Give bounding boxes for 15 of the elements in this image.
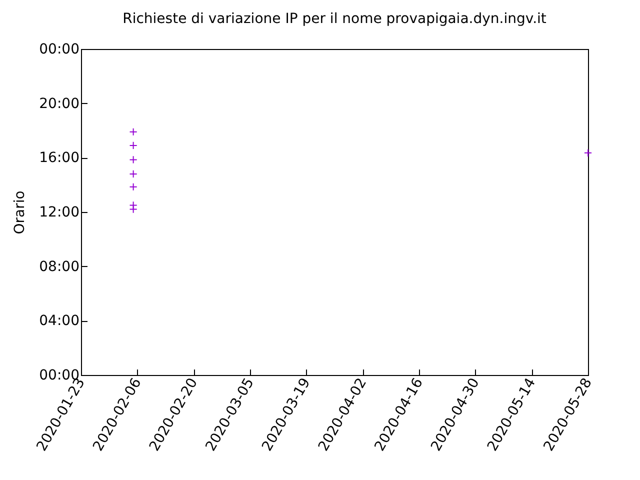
- y-axis-title: Orario: [12, 190, 28, 234]
- point: [129, 205, 138, 214]
- point: [129, 128, 138, 136]
- y-tick-label: 08:00: [39, 258, 80, 275]
- y-tick-label: 04:00: [39, 313, 80, 330]
- y-tick-label: 12:00: [39, 204, 80, 220]
- point: [129, 182, 138, 191]
- point: [584, 148, 592, 157]
- chart-title: Richieste di variazione IP per il nome provapigaia.dyn.ingv.it: [122, 11, 547, 27]
- point: [129, 156, 138, 164]
- point: [129, 141, 138, 150]
- y-tick-label: 00:00: [39, 42, 80, 58]
- point: [129, 170, 138, 178]
- y-tick-label: 16:00: [39, 150, 80, 166]
- y-tick-label: 20:00: [39, 96, 80, 112]
